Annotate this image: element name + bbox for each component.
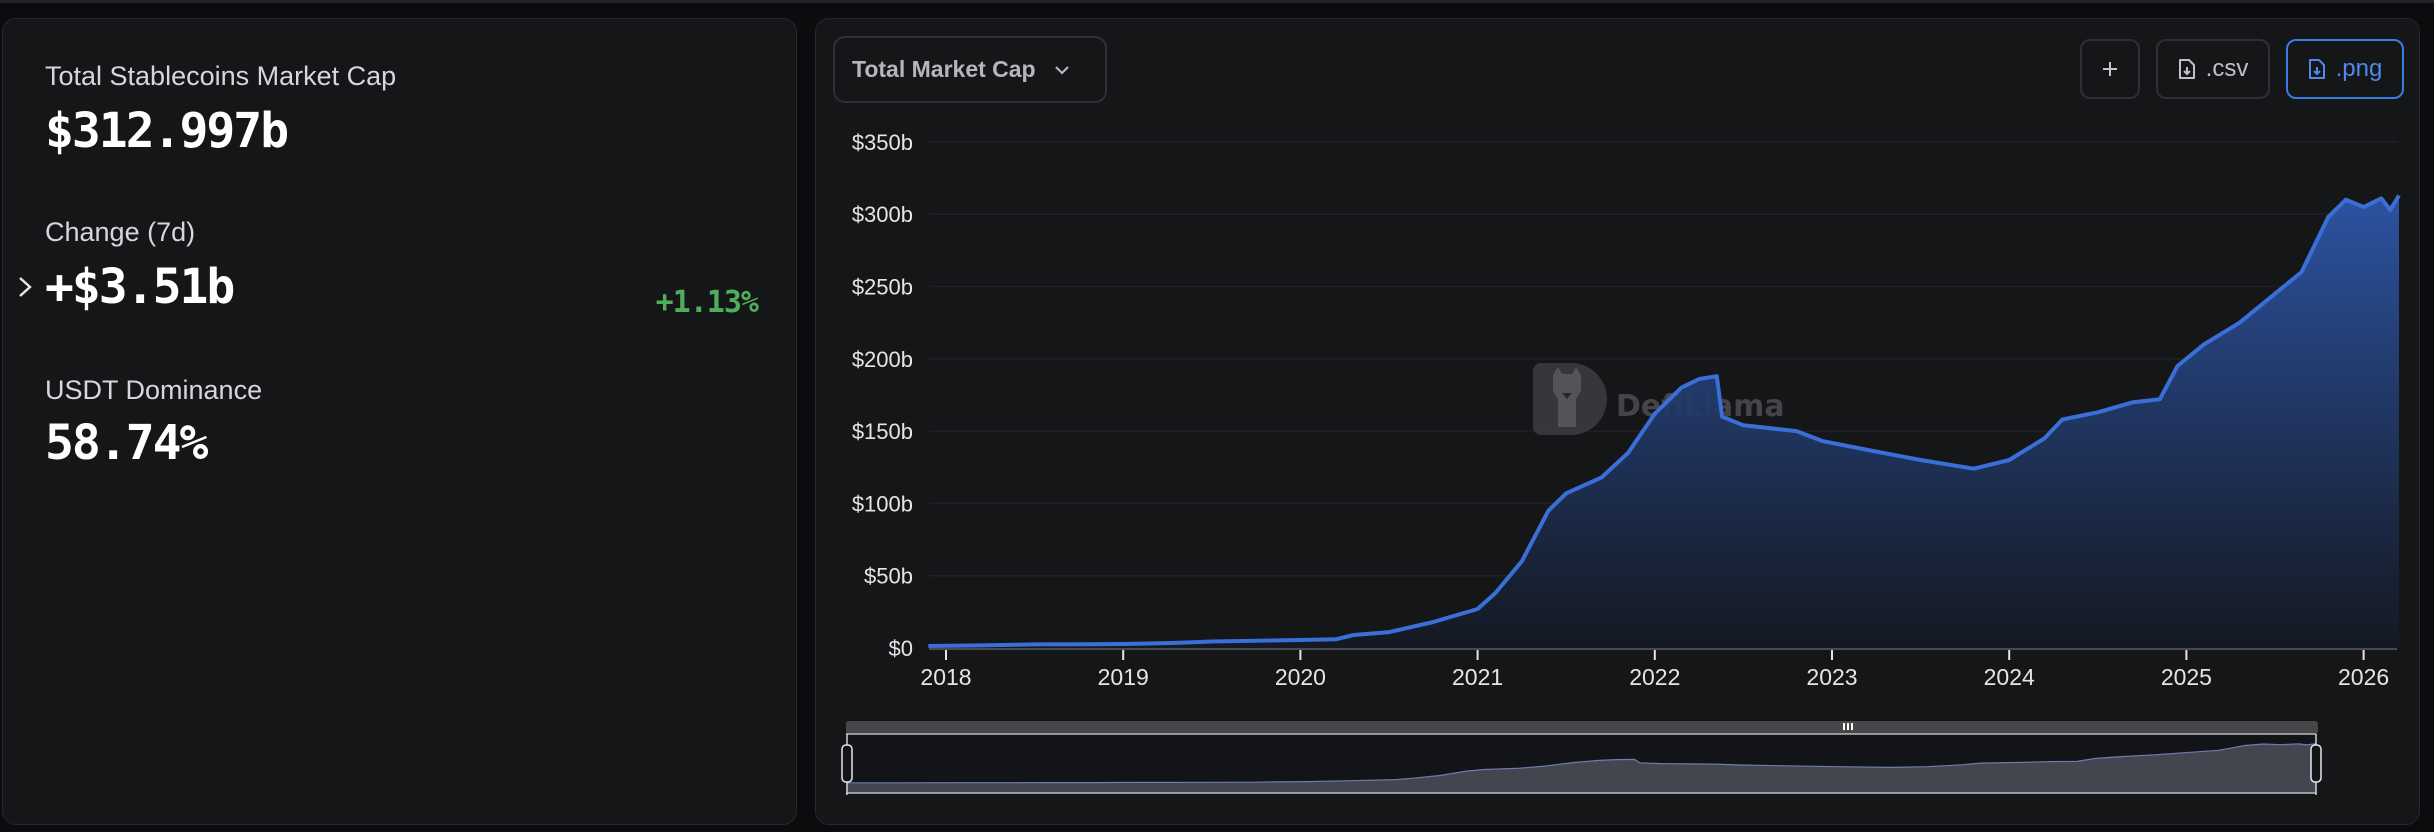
brush-mini-area (846, 743, 2317, 794)
brush-handle-left[interactable] (841, 744, 853, 783)
svg-text:2023: 2023 (1806, 664, 1857, 690)
dropdown-label: Total Market Cap (852, 56, 1036, 82)
chart-type-dropdown[interactable]: Total Market Cap (833, 36, 1107, 103)
area-fill (928, 195, 2399, 648)
y-axis: $0 $50b $100b $150b $200b $250b $300b $350b (852, 130, 913, 661)
plus-icon (2103, 62, 2117, 76)
csv-label: .csv (2205, 55, 2249, 82)
series-line (928, 194, 2401, 648)
chart-panel: Total Market Cap .csv .png (815, 18, 2420, 825)
svg-text:$200b: $200b (852, 347, 913, 372)
svg-text:$50b: $50b (864, 564, 913, 589)
download-png-button[interactable]: .png (2286, 39, 2404, 99)
grip-icon (1843, 723, 1853, 730)
svg-text:2022: 2022 (1629, 664, 1680, 690)
brush-top-bar[interactable] (846, 721, 2318, 734)
svg-text:$0: $0 (889, 636, 913, 661)
file-download-icon (2178, 59, 2195, 79)
svg-text:$150b: $150b (852, 419, 913, 444)
market-cap-chart[interactable]: $0$50b$100b$150b$200b$250b$300b$350b Def… (816, 19, 2421, 826)
download-csv-button[interactable]: .csv (2156, 39, 2270, 99)
x-axis: 2018 2019 2020 2021 2022 2023 2024 2025 2026 (920, 650, 2389, 690)
svg-text:2018: 2018 (920, 664, 971, 690)
change-7d-percent: +1.13% (655, 285, 759, 320)
market-cap-label: Total Stablecoins Market Cap (45, 61, 397, 91)
dominance-label: USDT Dominance (45, 375, 263, 405)
svg-text:2019: 2019 (1098, 664, 1149, 690)
png-label: .png (2335, 55, 2383, 82)
brush-handle-right[interactable] (2310, 744, 2322, 783)
range-brush[interactable] (841, 721, 2322, 795)
svg-text:2021: 2021 (1452, 664, 1503, 690)
top-border (0, 0, 2434, 3)
chevron-down-icon (1054, 65, 1069, 75)
chevron-right-icon[interactable] (15, 275, 35, 299)
svg-text:2024: 2024 (1984, 664, 2035, 690)
add-button[interactable] (2080, 39, 2140, 99)
change-7d-value: +$3.51b (45, 259, 235, 315)
svg-text:$100b: $100b (852, 491, 913, 516)
svg-text:2020: 2020 (1275, 664, 1326, 690)
change-7d-label: Change (7d) (45, 217, 196, 247)
svg-text:2025: 2025 (2161, 664, 2212, 690)
file-download-icon (2308, 59, 2325, 79)
market-cap-value: $312.997b (45, 103, 289, 159)
llama-logo-icon (1533, 363, 1607, 435)
svg-text:2026: 2026 (2338, 664, 2389, 690)
svg-text:$300b: $300b (852, 202, 913, 227)
svg-text:$250b: $250b (852, 275, 913, 300)
svg-text:$350b: $350b (852, 130, 913, 155)
stats-panel: Total Stablecoins Market Cap $312.997b C… (2, 18, 797, 825)
dominance-value: 58.74% (45, 415, 208, 471)
